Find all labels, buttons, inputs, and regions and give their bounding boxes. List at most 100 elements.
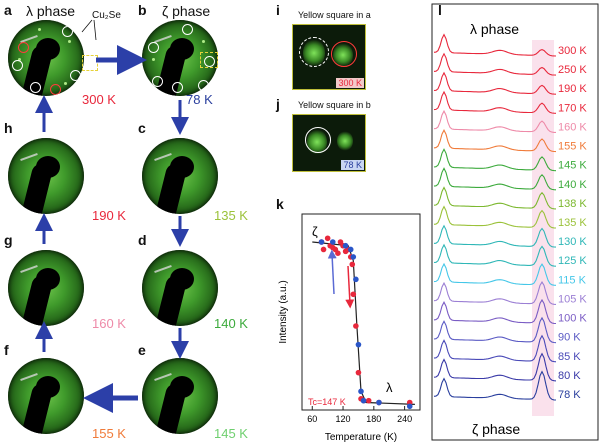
spectrum-curve xyxy=(433,128,557,153)
spectrum-temp-label: 140 K xyxy=(558,179,587,191)
spectrum-temp-label: 250 K xyxy=(558,64,587,76)
spectrum-temp-label: 300 K xyxy=(558,45,587,57)
chart-k-point-series-0 xyxy=(324,235,331,242)
panel-a-title: λ phase xyxy=(26,3,76,19)
zoom-panel-i: 300 K xyxy=(292,24,366,90)
leed-pattern-b xyxy=(142,20,218,96)
sequence-arrows xyxy=(35,45,189,413)
spectrum-curve xyxy=(433,370,557,401)
panel-f-temp: 155 K xyxy=(92,426,126,441)
panel-a-temp: 300 K xyxy=(82,92,116,107)
chart-k-point-series-0 xyxy=(353,323,359,329)
leed-pattern-d xyxy=(142,250,218,326)
spectrum-temp-label: 125 K xyxy=(558,255,587,267)
spectrum-temp-label: 105 K xyxy=(558,293,587,305)
heating-arrow xyxy=(345,265,355,309)
chart-k-xtick-label: 240 xyxy=(397,414,412,424)
panel-d-temp: 140 K xyxy=(214,316,248,331)
spectrum-curve xyxy=(433,71,557,95)
panel-letter-j: j xyxy=(276,96,280,112)
panel-i-title: Yellow square in a xyxy=(298,10,371,20)
panel-letter-h: h xyxy=(4,120,13,136)
cu2se-callout: Cu₂Se xyxy=(92,10,121,21)
spectrum-temp-label: 90 K xyxy=(558,332,581,344)
highlight-band xyxy=(532,40,554,416)
spectrum-curve xyxy=(433,109,556,133)
chart-k-point-series-1 xyxy=(406,403,413,410)
panel-letter-g: g xyxy=(4,232,13,248)
spectrum-curve xyxy=(433,186,557,210)
panel-b-temp: 78 K xyxy=(186,92,213,107)
spectrum-temp-label: 80 K xyxy=(558,370,581,382)
chart-k-point-series-0 xyxy=(349,261,356,268)
chart-k-xtick-label: 120 xyxy=(336,414,351,424)
spectrum-curve xyxy=(433,281,557,305)
panel-letter-d: d xyxy=(138,232,147,248)
chart-k-point-series-0 xyxy=(355,369,362,376)
chart-l-frame xyxy=(431,3,599,441)
zoom-panel-j: 78 K xyxy=(292,114,366,172)
spectrum-temp-label: 145 K xyxy=(558,160,587,172)
lambda-label: λ xyxy=(386,380,393,395)
chart-k-point-series-1 xyxy=(350,254,357,260)
spectrum-temp-label: 100 K xyxy=(558,313,587,325)
zeta-label: ζ xyxy=(312,224,318,239)
chart-k-point-series-0 xyxy=(350,291,357,298)
panel-letter-l: l xyxy=(438,2,442,18)
chart-k-point-series-1 xyxy=(347,246,354,253)
spectrum-temp-label: 135 K xyxy=(558,217,587,229)
cu2se-callout-lines xyxy=(81,19,97,41)
red-circle xyxy=(331,41,357,67)
panel-letter-b: b xyxy=(138,2,147,18)
chart-k-fit-line xyxy=(312,241,415,405)
spectrum-temp-label: 155 K xyxy=(558,141,587,153)
spectrum-temp-label: 85 K xyxy=(558,351,581,363)
panel-letter-i: i xyxy=(276,2,280,18)
spectrum-curve xyxy=(433,52,557,76)
spectrum-curve xyxy=(433,90,557,114)
spectrum-temp-label: 78 K xyxy=(558,389,581,401)
spectrum-temp-label: 160 K xyxy=(558,121,587,133)
panel-j-title: Yellow square in b xyxy=(298,100,371,110)
leed-pattern-f xyxy=(8,358,84,434)
spectrum-temp-label: 115 K xyxy=(558,274,587,286)
cooling-arrow xyxy=(327,249,337,295)
panel-h-temp: 190 K xyxy=(92,208,126,223)
panel-i-tag: 300 K xyxy=(336,78,364,88)
panel-b-title: ζ phase xyxy=(162,3,211,19)
spectrum-curve xyxy=(433,334,557,363)
yellow-square-a xyxy=(82,55,98,71)
spectrum-curve xyxy=(433,148,557,172)
leed-pattern-h xyxy=(8,138,84,214)
chart-k-xlabel: Temperature (K) xyxy=(325,432,397,443)
chart-k-point-series-0 xyxy=(365,397,372,404)
leed-pattern-a xyxy=(8,20,84,96)
spectrum-curve xyxy=(433,262,557,286)
chart-k-xtick-label: 60 xyxy=(307,414,317,424)
leed-pattern-e xyxy=(142,358,218,434)
panel-j-tag: 78 K xyxy=(341,160,364,170)
tc-label: Tc=147 K xyxy=(308,397,346,407)
spectrum-temp-label: 190 K xyxy=(558,83,587,95)
panel-letter-f: f xyxy=(4,342,9,358)
panel-letter-c: c xyxy=(138,120,146,136)
chart-k-point-series-0 xyxy=(335,250,341,256)
leed-pattern-g xyxy=(8,250,84,326)
chart-k-ylabel: Intensity (a.u.) xyxy=(278,280,289,343)
chart-k-point-series-1 xyxy=(376,399,382,406)
panel-letter-e: e xyxy=(138,342,146,358)
intensity-vs-temperature-chart: Intensity (a.u.) Temperature (K) ζ λ Tc=… xyxy=(278,213,421,443)
panel-g-temp: 160 K xyxy=(92,316,126,331)
spectrum-curve xyxy=(433,205,557,229)
yellow-square-b xyxy=(200,52,218,68)
spectrum-curve xyxy=(433,243,557,267)
chart-k-point-series-1 xyxy=(358,388,364,395)
panel-letter-k: k xyxy=(276,196,284,212)
spectrum-curve xyxy=(433,352,557,382)
chart-k-point-series-1 xyxy=(318,239,325,245)
spectrum-curve xyxy=(433,33,557,57)
chart-k-point-series-1 xyxy=(353,276,359,283)
panel-c-temp: 135 K xyxy=(214,208,248,223)
spectrum-temp-label: 138 K xyxy=(558,198,587,210)
spectrum-curve xyxy=(433,224,557,248)
